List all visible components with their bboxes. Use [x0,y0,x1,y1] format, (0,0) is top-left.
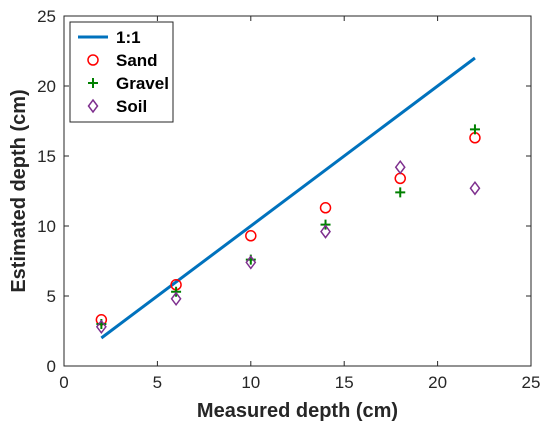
legend-box [69,21,174,123]
y-tick-label: 15 [37,147,56,166]
y-tick-label: 10 [37,217,56,236]
y-tick-label: 5 [47,287,56,306]
legend-swatch-soil [87,98,99,114]
legend-swatch-gravel [88,78,98,88]
y-tick-label: 20 [37,77,56,96]
chart-marks [95,56,481,340]
series-line-one-to-one [100,56,476,340]
soil-point [469,180,481,196]
x-tick-label: 15 [335,373,354,392]
y-tick-label: 25 [37,7,56,26]
legend-label: 1:1 [116,28,141,47]
x-tick-label: 25 [522,373,541,392]
legend: 1:1 Sand Gravel Soil [69,21,174,123]
x-axis-title: Measured depth (cm) [197,400,398,422]
x-tick-label: 20 [428,373,447,392]
gravel-point [469,124,480,135]
legend-label: Gravel [116,74,169,93]
sand-point [245,230,257,242]
legend-label: Soil [116,97,147,116]
legend-swatch-sand [87,54,99,66]
plot-frame [63,15,532,367]
soil-point [170,291,182,307]
gravel-point [395,187,406,198]
soil-point [95,319,107,335]
legend-label: Sand [116,51,158,70]
y-axis-title: Estimated depth (cm) [8,89,30,292]
x-tick-label: 5 [153,373,162,392]
sand-point [319,202,332,214]
x-tick-label: 10 [241,373,260,392]
soil-point [394,159,406,175]
axis-ticks: 0 5 10 15 20 25 0 5 10 15 20 25 [37,7,540,392]
soil-point [320,224,331,239]
x-tick-label: 0 [59,373,68,392]
y-tick-label: 0 [47,357,56,376]
soil-point [245,255,257,270]
